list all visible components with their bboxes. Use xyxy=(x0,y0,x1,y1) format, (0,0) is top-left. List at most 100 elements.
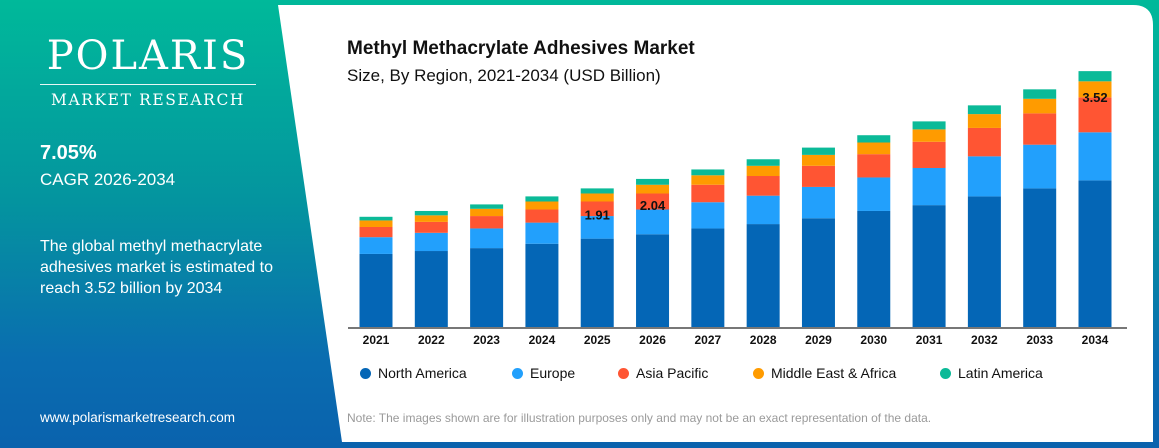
bar-segment-middle-east-africa-2028 xyxy=(746,165,780,177)
bar-segment-europe-2031 xyxy=(912,167,946,206)
bar-segment-europe-2023 xyxy=(470,228,504,249)
bar-segment-europe-2029 xyxy=(801,186,835,219)
x-tick-label: 2030 xyxy=(860,333,887,347)
bar-segment-asia-pacific-2027 xyxy=(691,184,725,203)
bar-segment-latin-america-2021 xyxy=(359,216,393,221)
x-tick-label: 2022 xyxy=(418,333,445,347)
bar-segment-asia-pacific-2025 xyxy=(580,201,614,217)
legend-dot-icon xyxy=(753,367,764,379)
x-tick-label: 2027 xyxy=(694,333,721,347)
logo-tagline: MARKET RESEARCH xyxy=(50,91,246,109)
bar-segment-latin-america-2027 xyxy=(691,169,725,176)
x-tick-label: 2031 xyxy=(916,333,943,347)
bar-segment-middle-east-africa-2029 xyxy=(801,154,835,166)
legend-label: Asia Pacific xyxy=(636,365,709,381)
bar-segment-europe-2027 xyxy=(691,202,725,229)
bar-segment-europe-2028 xyxy=(746,195,780,225)
legend-dot-icon xyxy=(618,367,629,379)
bar-segment-europe-2033 xyxy=(1023,144,1057,189)
bar-segment-latin-america-2025 xyxy=(580,188,614,194)
bar-segment-asia-pacific-2031 xyxy=(912,141,946,168)
bar-segment-latin-america-2033 xyxy=(1023,89,1057,99)
legend-label: Latin America xyxy=(958,365,1043,381)
bar-segment-middle-east-africa-2023 xyxy=(470,208,504,217)
bar-segment-europe-2030 xyxy=(857,177,891,211)
x-tick-label: 2021 xyxy=(363,333,390,347)
bar-segment-asia-pacific-2030 xyxy=(857,154,891,178)
bar-segment-asia-pacific-2032 xyxy=(967,127,1001,157)
legend-item-latin-america: Latin America xyxy=(940,365,1043,381)
bar-segment-north-america-2021 xyxy=(359,253,393,328)
legend-item-north-america: North America xyxy=(360,365,467,381)
chart-subtitle: Size, By Region, 2021-2034 (USD Billion) xyxy=(347,66,661,85)
x-tick-label: 2029 xyxy=(805,333,832,347)
bar-segment-asia-pacific-2028 xyxy=(746,176,780,196)
bar-segment-middle-east-africa-2031 xyxy=(912,129,946,142)
legend-label: Middle East & Africa xyxy=(771,365,897,381)
bar-segment-asia-pacific-2023 xyxy=(470,216,504,229)
legend-label: Europe xyxy=(530,365,576,381)
bar-segment-north-america-2024 xyxy=(525,243,559,328)
bar-segment-latin-america-2026 xyxy=(636,178,670,185)
bar-segment-latin-america-2023 xyxy=(470,204,504,209)
legend-dot-icon xyxy=(360,367,371,379)
bar-segment-latin-america-2030 xyxy=(857,135,891,143)
bar-segment-latin-america-2024 xyxy=(525,196,559,202)
bar-segment-asia-pacific-2024 xyxy=(525,209,559,223)
legend-label: North America xyxy=(378,365,467,381)
x-tick-label: 2024 xyxy=(529,333,556,347)
bar-segment-latin-america-2031 xyxy=(912,121,946,130)
bar-segment-europe-2022 xyxy=(414,232,448,252)
bar-segment-north-america-2023 xyxy=(470,248,504,328)
cagr-value: 7.05% xyxy=(40,142,97,164)
bar-segment-asia-pacific-2022 xyxy=(414,221,448,233)
bar-segment-latin-america-2034 xyxy=(1078,71,1112,82)
legend-item-middle-east-africa: Middle East & Africa xyxy=(753,365,896,381)
bar-segment-latin-america-2029 xyxy=(801,147,835,155)
bar-segment-middle-east-africa-2022 xyxy=(414,215,448,222)
data-label-2034: 3.52 xyxy=(1082,90,1107,105)
data-label-2026: 2.04 xyxy=(640,198,666,213)
logo-divider xyxy=(40,84,256,85)
bar-segment-middle-east-africa-2027 xyxy=(691,175,725,185)
bar-segment-north-america-2030 xyxy=(857,210,891,328)
bar-segment-europe-2026 xyxy=(636,209,670,235)
disclaimer-note: Note: The images shown are for illustrat… xyxy=(347,411,932,425)
chart-legend: North America Europe Asia Pacific Middle Ea… xyxy=(360,365,1140,383)
legend-dot-icon xyxy=(940,367,951,379)
logo-name: POLARIS xyxy=(46,33,250,79)
x-tick-label: 2028 xyxy=(750,333,777,347)
bar-segment-north-america-2026 xyxy=(636,234,670,328)
bar-segment-north-america-2028 xyxy=(746,224,780,328)
bar-segment-middle-east-africa-2024 xyxy=(525,201,559,210)
data-label-2025: 1.91 xyxy=(585,207,610,222)
bar-segment-middle-east-africa-2034 xyxy=(1078,81,1112,98)
x-tick-label: 2026 xyxy=(639,333,666,347)
bar-segment-north-america-2022 xyxy=(414,251,448,328)
x-tick-label: 2023 xyxy=(473,333,500,347)
bar-segment-europe-2032 xyxy=(967,156,1001,197)
bar-segment-north-america-2032 xyxy=(967,196,1001,328)
bar-segment-asia-pacific-2033 xyxy=(1023,113,1057,145)
bar-segment-middle-east-africa-2032 xyxy=(967,114,1001,128)
bar-segment-north-america-2025 xyxy=(580,238,614,328)
website-link[interactable]: www.polarismarketresearch.com xyxy=(40,410,236,425)
bar-segment-latin-america-2032 xyxy=(967,105,1001,115)
bar-segment-asia-pacific-2029 xyxy=(801,165,835,187)
legend-item-asia-pacific: Asia Pacific xyxy=(618,365,708,381)
cagr-label: CAGR 2026-2034 xyxy=(40,170,176,189)
bar-segment-europe-2024 xyxy=(525,222,559,244)
bar-segment-middle-east-africa-2026 xyxy=(636,184,670,194)
bar-segment-middle-east-africa-2033 xyxy=(1023,98,1057,114)
market-description: The global methyl methacrylate adhesives… xyxy=(40,238,273,297)
x-tick-label: 2032 xyxy=(971,333,998,347)
bar-segment-north-america-2033 xyxy=(1023,188,1057,328)
legend-dot-icon xyxy=(512,367,523,379)
bar-segment-north-america-2027 xyxy=(691,228,725,328)
bar-segment-asia-pacific-2026 xyxy=(636,193,670,210)
x-tick-label: 2025 xyxy=(584,333,611,347)
bar-segment-middle-east-africa-2025 xyxy=(580,193,614,202)
legend-item-europe: Europe xyxy=(512,365,575,381)
bar-segment-europe-2034 xyxy=(1078,132,1112,181)
